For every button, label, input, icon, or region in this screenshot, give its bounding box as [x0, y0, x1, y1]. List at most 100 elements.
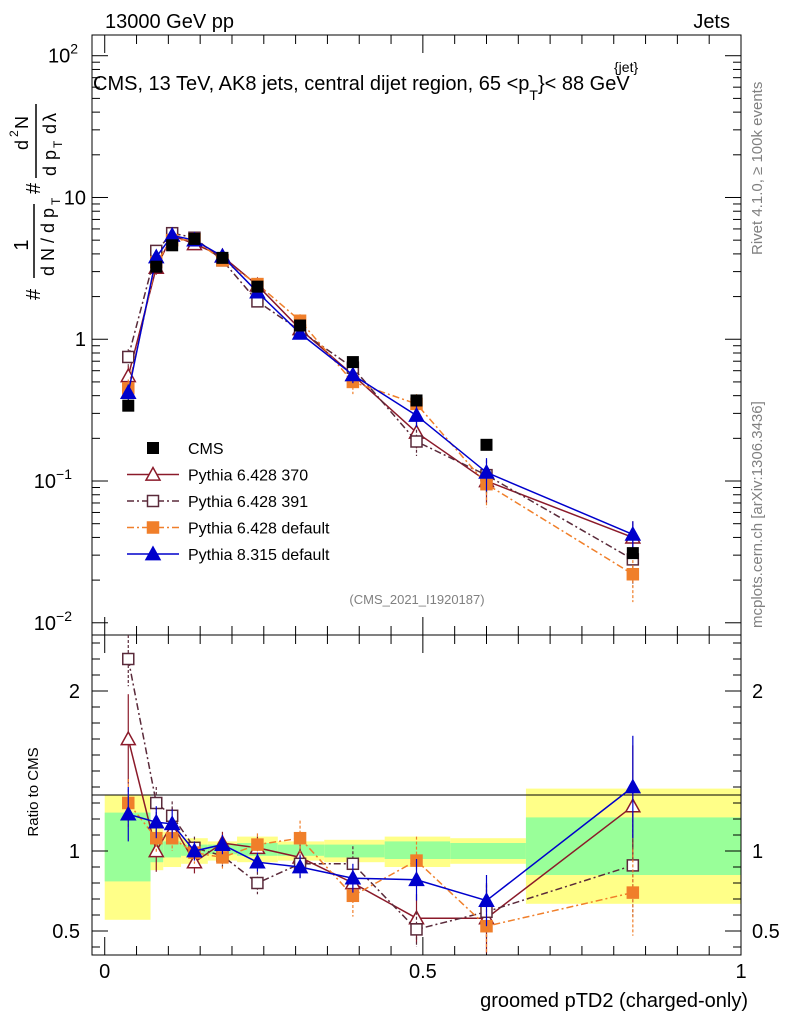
analysis-watermark: (CMS_2021_I1920187) [349, 592, 484, 607]
ratio-p8-point [291, 858, 309, 874]
ratio-p8-point [119, 805, 137, 821]
ratio-p8-point [344, 869, 362, 885]
legend-marker-p8 [144, 545, 162, 561]
legend-label-cms: CMS [188, 441, 224, 458]
ylabel-p-sub: T [51, 140, 65, 148]
main-p8-point [344, 366, 362, 382]
main-cms-point [626, 547, 639, 560]
ratio-p8-point [163, 815, 181, 831]
plot-title-sub: T [529, 87, 538, 103]
main-cms-point [216, 251, 229, 264]
ylabel-denominator: d N / d p [38, 208, 58, 276]
plot-title-end: }< 88 GeV [538, 73, 630, 95]
main-pdef-point [626, 567, 640, 581]
ylabel-hash-1: # [23, 288, 45, 300]
main-ytick-exp: 2 [70, 41, 78, 57]
header-left: 13000 GeV pp [105, 11, 234, 33]
main-series-group [119, 226, 642, 603]
ratio-p391-point [251, 876, 264, 890]
legend-marker-p370 [144, 465, 162, 481]
main-p8-point [408, 406, 425, 422]
main-ytick-label-4: 102 [48, 41, 78, 68]
main-cms-point [346, 356, 359, 369]
plot-title-sup: {jet} [614, 59, 638, 75]
ylabel-one: 1 [11, 239, 33, 250]
ratio-p391-point [410, 923, 423, 936]
header-right: Jets [693, 11, 730, 33]
x-axis-label: groomed pTD2 (charged-only) [480, 990, 748, 1012]
main-p8-point [119, 384, 137, 400]
main-p370-line [127, 234, 634, 539]
ratio-p391-point [122, 652, 135, 666]
ratio-ytick-label-right-0: 0.5 [752, 921, 780, 943]
ylabel-N: N [12, 116, 32, 129]
ylabel-sup-2: 2 [7, 130, 21, 137]
main-cms-point [294, 319, 307, 332]
ratio-p8-point [249, 853, 266, 869]
main-ytick-label-1: 10−1 [34, 466, 72, 493]
main-p391-point [122, 350, 135, 364]
main-cms-point [188, 232, 201, 245]
ratio-pdef-point [626, 886, 640, 899]
main-p8-point [478, 463, 495, 479]
legend-label-p370: Pythia 6.428 370 [188, 468, 308, 485]
ratio-y-label: Ratio to CMS [25, 747, 42, 836]
legend: CMS Pythia 6.428 370 Pythia 6.428 391 Pythi… [127, 441, 330, 564]
ylabel-lambda: λ [40, 113, 60, 122]
band-green-7 [324, 844, 385, 858]
ratio-p370-point [119, 730, 137, 746]
legend-marker-p391 [146, 494, 160, 508]
band-green-8 [384, 841, 451, 859]
ratio-pdef-point [293, 831, 307, 845]
main-cms-point [251, 280, 264, 293]
band-green-6 [277, 844, 325, 856]
ratio-series-group [119, 635, 642, 954]
ratio-p8-point [408, 871, 425, 887]
main-p8-point [624, 525, 642, 541]
main-cms-point [122, 399, 135, 412]
main-cms-point [410, 394, 423, 407]
ylabel-d-p: d [40, 166, 60, 176]
ratio-p8-point [624, 778, 642, 794]
ylabel-d-lambda: d [40, 124, 60, 134]
ratio-p8-point [186, 842, 203, 858]
legend-marker-pdef [146, 521, 160, 534]
side-text-rivet: Rivet 4.1.0, ≥ 100k events [749, 82, 766, 255]
ratio-ytick-label-left-2: 2 [69, 681, 80, 703]
side-text-mcplots: mcplots.cern.ch [arXiv:1306.3436] [749, 401, 766, 628]
ratio-p8-point [478, 892, 495, 907]
main-p8-point [291, 324, 309, 340]
legend-label-p391: Pythia 6.428 391 [188, 494, 308, 511]
plot-title-main: CMS, 13 TeV, AK8 jets, central dijet reg… [93, 73, 529, 95]
main-panel-frame [91, 34, 742, 636]
ratio-ytick-label-left-0: 0.5 [52, 921, 80, 943]
main-p8-line [127, 234, 634, 536]
main-ytick-exp: −2 [56, 608, 72, 624]
ratio-ytick-label-right-2: 2 [752, 681, 763, 703]
main-ytick-base: 10 [48, 46, 70, 68]
legend-label-pdef: Pythia 6.428 default [188, 521, 330, 538]
xtick-label-0: 0 [99, 961, 110, 983]
ratio-ytick-label-left-1: 1 [69, 841, 80, 863]
main-p391-point [410, 435, 423, 448]
main-cms-point [166, 239, 179, 252]
legend-marker-cms [147, 442, 159, 454]
band-green-2 [163, 841, 182, 858]
plot-title: CMS, 13 TeV, AK8 jets, central dijet reg… [93, 73, 630, 103]
ylabel-p: p [40, 150, 60, 160]
main-ytick-base: 10 [34, 613, 56, 635]
ratio-pdef-point [251, 838, 264, 851]
main-y-label: # 1 d N / d p T # d p T d λ d 2 N [7, 104, 65, 300]
ratio-p8-point [214, 836, 231, 851]
legend-label-p8: Pythia 8.315 default [188, 547, 330, 564]
ylabel-denominator-sub: T [49, 197, 63, 205]
ylabel-d-num: d [12, 140, 32, 150]
main-ytick-label-3: 10 [64, 187, 86, 209]
main-ytick-label-2: 1 [75, 329, 86, 351]
xtick-label-2: 1 [735, 961, 746, 983]
band-green-9 [450, 843, 526, 859]
main-ytick-base: 10 [34, 471, 56, 493]
band-green-0 [104, 812, 151, 882]
